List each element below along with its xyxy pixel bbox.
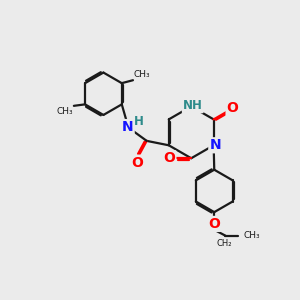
Text: N: N [122, 120, 134, 134]
Text: O: O [226, 101, 238, 116]
Text: NH: NH [183, 99, 202, 112]
Text: O: O [164, 151, 175, 165]
Text: CH₃: CH₃ [243, 231, 260, 240]
Text: CH₃: CH₃ [56, 107, 73, 116]
Text: H: H [134, 115, 144, 128]
Text: O: O [131, 156, 143, 170]
Text: N: N [209, 138, 221, 152]
Text: O: O [208, 217, 220, 231]
Text: CH₂: CH₂ [216, 239, 232, 248]
Text: CH₃: CH₃ [134, 70, 151, 79]
